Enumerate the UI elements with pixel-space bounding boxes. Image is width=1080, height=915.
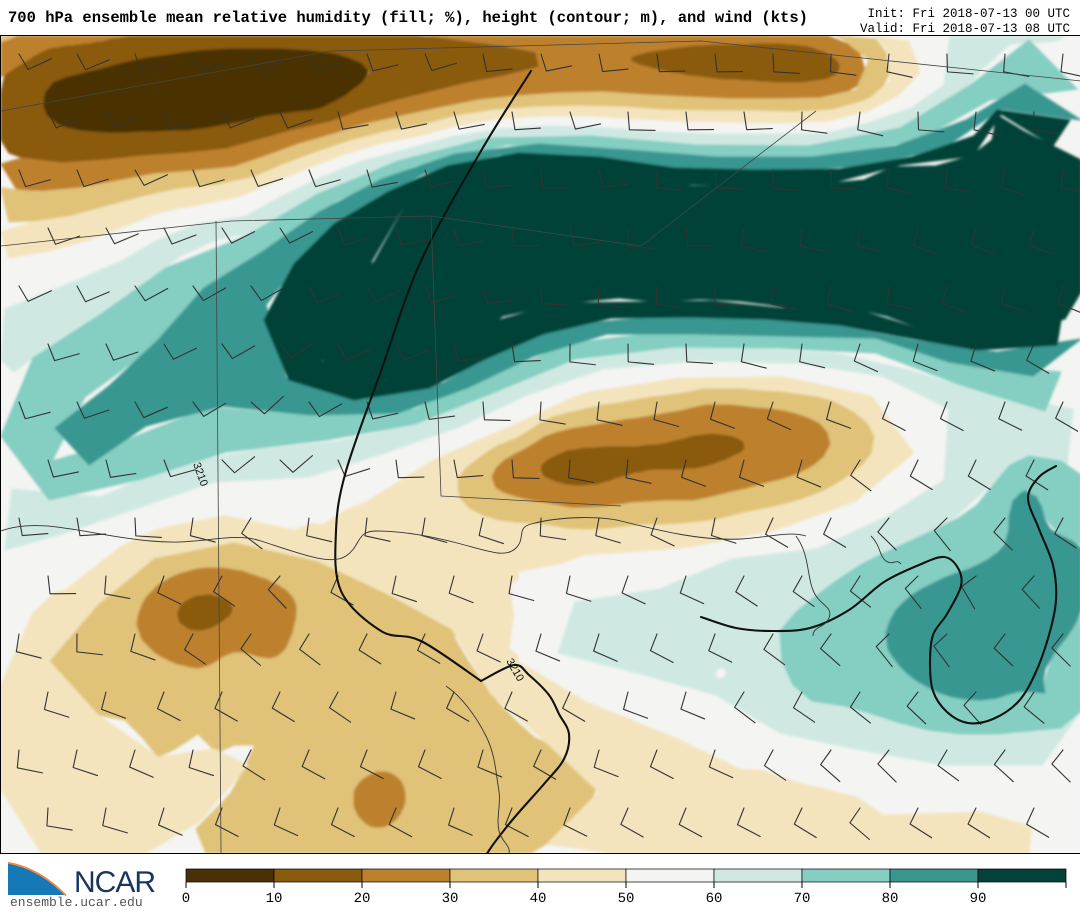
svg-text:70: 70 [794,891,811,907]
svg-text:40: 40 [530,891,547,907]
svg-text:10: 10 [266,891,283,907]
svg-text:30: 30 [442,891,459,907]
svg-text:0: 0 [182,891,190,907]
svg-text:90: 90 [970,891,987,907]
svg-text:ensemble.ucar.edu: ensemble.ucar.edu [10,895,143,908]
svg-text:60: 60 [706,891,723,907]
svg-text:80: 80 [882,891,899,907]
svg-text:50: 50 [618,891,635,907]
svg-text:20: 20 [354,891,371,907]
